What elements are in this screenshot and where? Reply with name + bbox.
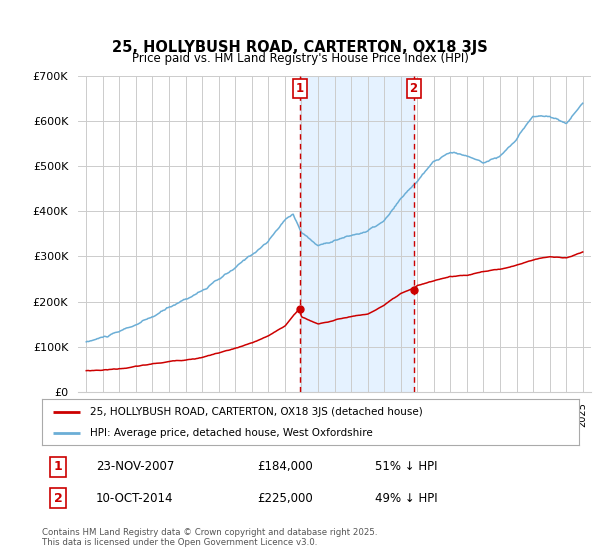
Text: £225,000: £225,000	[257, 492, 313, 505]
Text: Price paid vs. HM Land Registry's House Price Index (HPI): Price paid vs. HM Land Registry's House …	[131, 52, 469, 66]
Text: 23-NOV-2007: 23-NOV-2007	[96, 460, 174, 473]
Text: 1: 1	[54, 460, 62, 473]
Text: £184,000: £184,000	[257, 460, 313, 473]
Text: 2: 2	[410, 82, 418, 95]
Text: 51% ↓ HPI: 51% ↓ HPI	[375, 460, 437, 473]
Text: 25, HOLLYBUSH ROAD, CARTERTON, OX18 3JS (detached house): 25, HOLLYBUSH ROAD, CARTERTON, OX18 3JS …	[91, 407, 423, 417]
Text: 49% ↓ HPI: 49% ↓ HPI	[375, 492, 437, 505]
Text: 25, HOLLYBUSH ROAD, CARTERTON, OX18 3JS: 25, HOLLYBUSH ROAD, CARTERTON, OX18 3JS	[112, 40, 488, 55]
Text: 10-OCT-2014: 10-OCT-2014	[96, 492, 173, 505]
Text: 1: 1	[296, 82, 304, 95]
Bar	[300, 76, 413, 392]
Text: 2: 2	[54, 492, 62, 505]
Text: Contains HM Land Registry data © Crown copyright and database right 2025.
This d: Contains HM Land Registry data © Crown c…	[42, 528, 377, 547]
Text: HPI: Average price, detached house, West Oxfordshire: HPI: Average price, detached house, West…	[91, 428, 373, 438]
